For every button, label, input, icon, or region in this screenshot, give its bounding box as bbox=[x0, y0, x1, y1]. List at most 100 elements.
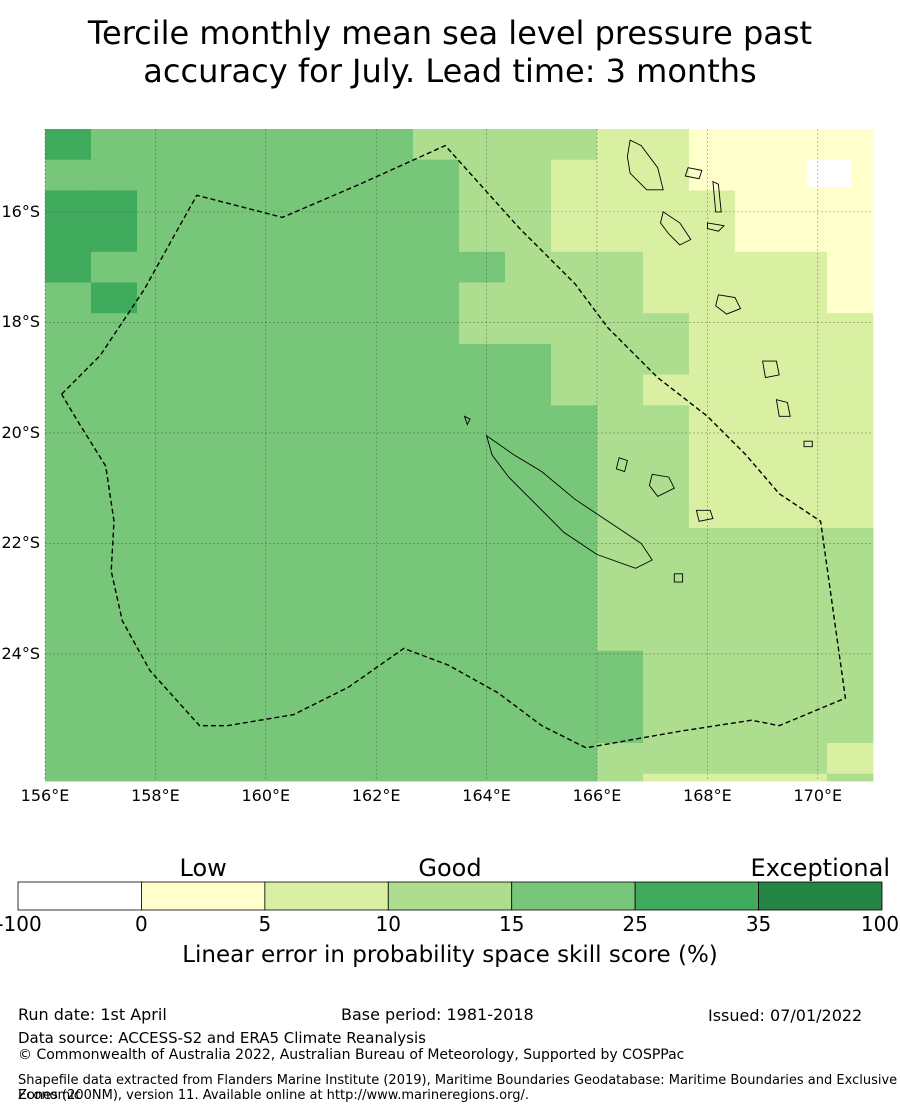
heat-cell bbox=[826, 374, 874, 406]
lon-tick-label: 156°E bbox=[20, 786, 70, 805]
heat-cell bbox=[366, 374, 414, 406]
heat-cell bbox=[91, 435, 138, 468]
heat-cell bbox=[780, 343, 828, 375]
heat-cell bbox=[412, 742, 460, 775]
heat-cell bbox=[228, 405, 276, 437]
heat-cell bbox=[826, 129, 874, 161]
heat-cell bbox=[412, 251, 460, 283]
skill-heatmap bbox=[45, 129, 874, 782]
heat-cell bbox=[826, 681, 874, 713]
heat-cell bbox=[458, 620, 506, 652]
island-outline bbox=[648, 473, 675, 497]
heat-cell bbox=[596, 742, 644, 775]
heat-cell bbox=[596, 374, 644, 406]
issued-date: Issued: 07/01/2022 bbox=[708, 1006, 863, 1025]
heat-cell bbox=[596, 497, 644, 529]
heat-cell bbox=[504, 773, 552, 782]
heat-cell bbox=[504, 620, 552, 652]
heat-cell bbox=[688, 435, 736, 468]
colorbar-category-label: Low bbox=[179, 854, 227, 882]
heat-cell bbox=[550, 620, 598, 652]
heat-cell bbox=[320, 374, 368, 406]
heat-cell bbox=[137, 681, 184, 713]
lat-tick-label: 18°S bbox=[1, 312, 40, 332]
heat-cell bbox=[412, 773, 460, 782]
heat-cell bbox=[228, 589, 276, 621]
heat-cell bbox=[642, 620, 690, 652]
colorbar-tick-label: 5 bbox=[258, 912, 272, 936]
heat-cell bbox=[504, 497, 552, 529]
heat-cell bbox=[412, 190, 460, 222]
heat-cell bbox=[228, 221, 276, 253]
heat-cell bbox=[228, 343, 276, 375]
heat-cell bbox=[91, 129, 138, 161]
heat-cell bbox=[91, 282, 138, 314]
heat-cell bbox=[320, 313, 368, 345]
colorbar-category-label: Exceptional bbox=[750, 854, 891, 882]
island-outline bbox=[706, 222, 725, 232]
heat-cell bbox=[45, 589, 92, 621]
heat-cell bbox=[458, 343, 506, 375]
heat-cell bbox=[45, 742, 92, 775]
heat-cell bbox=[320, 435, 368, 468]
heat-cell bbox=[734, 435, 782, 468]
heat-cell bbox=[688, 681, 736, 713]
heat-cell bbox=[274, 620, 322, 652]
heat-cell bbox=[412, 221, 460, 253]
colorbar-bin bbox=[387, 881, 513, 911]
heat-cell bbox=[366, 251, 414, 283]
heat-cell bbox=[320, 620, 368, 652]
heat-cell bbox=[734, 558, 782, 590]
heat-cell bbox=[826, 343, 874, 375]
lat-tick-label: 16°S bbox=[1, 201, 40, 221]
island-outline bbox=[463, 415, 471, 426]
heat-cell bbox=[734, 282, 782, 314]
heat-cell bbox=[320, 159, 368, 191]
heat-cell bbox=[734, 374, 782, 406]
heat-cell bbox=[458, 374, 506, 406]
heat-cell bbox=[182, 589, 230, 621]
heat-cell bbox=[550, 681, 598, 713]
heat-cell bbox=[596, 405, 644, 437]
heat-cell bbox=[274, 466, 322, 498]
heat-cell bbox=[412, 589, 460, 621]
heat-cell bbox=[642, 251, 690, 283]
heat-cell bbox=[734, 466, 782, 498]
heat-cell bbox=[274, 650, 322, 682]
eez-boundary bbox=[60, 144, 847, 749]
run-date: Run date: 1st April bbox=[18, 1005, 167, 1024]
shapefile-credit-1: Shapefile data extracted from Flanders M… bbox=[18, 1073, 898, 1103]
heat-cell bbox=[91, 313, 138, 345]
colorbar-tick-label: 0 bbox=[135, 912, 148, 936]
heat-cell bbox=[366, 405, 414, 437]
heat-cell bbox=[504, 313, 552, 345]
heat-cell bbox=[458, 466, 506, 498]
heat-cell bbox=[826, 742, 874, 775]
heat-cell bbox=[826, 558, 874, 590]
heat-cell bbox=[780, 742, 828, 775]
colorbar-tick-label: 35 bbox=[745, 912, 772, 936]
shapefile-credit-2: Zones (200NM), version 11. Available onl… bbox=[18, 1088, 530, 1103]
heat-cell bbox=[780, 773, 828, 782]
heat-cell bbox=[642, 681, 690, 713]
heat-cell bbox=[550, 374, 598, 406]
heat-cell bbox=[458, 681, 506, 713]
heat-cell bbox=[734, 650, 782, 682]
heat-cell bbox=[688, 374, 736, 406]
base-period: Base period: 1981-2018 bbox=[341, 1005, 534, 1024]
heat-cell bbox=[550, 466, 598, 498]
heat-cell bbox=[45, 466, 92, 498]
heat-cell bbox=[228, 313, 276, 345]
heat-cell bbox=[412, 620, 460, 652]
heat-cell bbox=[366, 190, 414, 222]
heat-cell bbox=[91, 221, 138, 253]
heat-cell bbox=[320, 405, 368, 437]
heat-cell bbox=[274, 251, 322, 283]
heat-cell bbox=[91, 712, 138, 744]
colorbar-tick-label: 100 bbox=[860, 912, 900, 936]
heat-cell bbox=[274, 742, 322, 775]
heat-cell bbox=[550, 343, 598, 375]
heat-cell bbox=[320, 282, 368, 314]
heat-cell bbox=[228, 712, 276, 744]
heat-cell bbox=[274, 589, 322, 621]
